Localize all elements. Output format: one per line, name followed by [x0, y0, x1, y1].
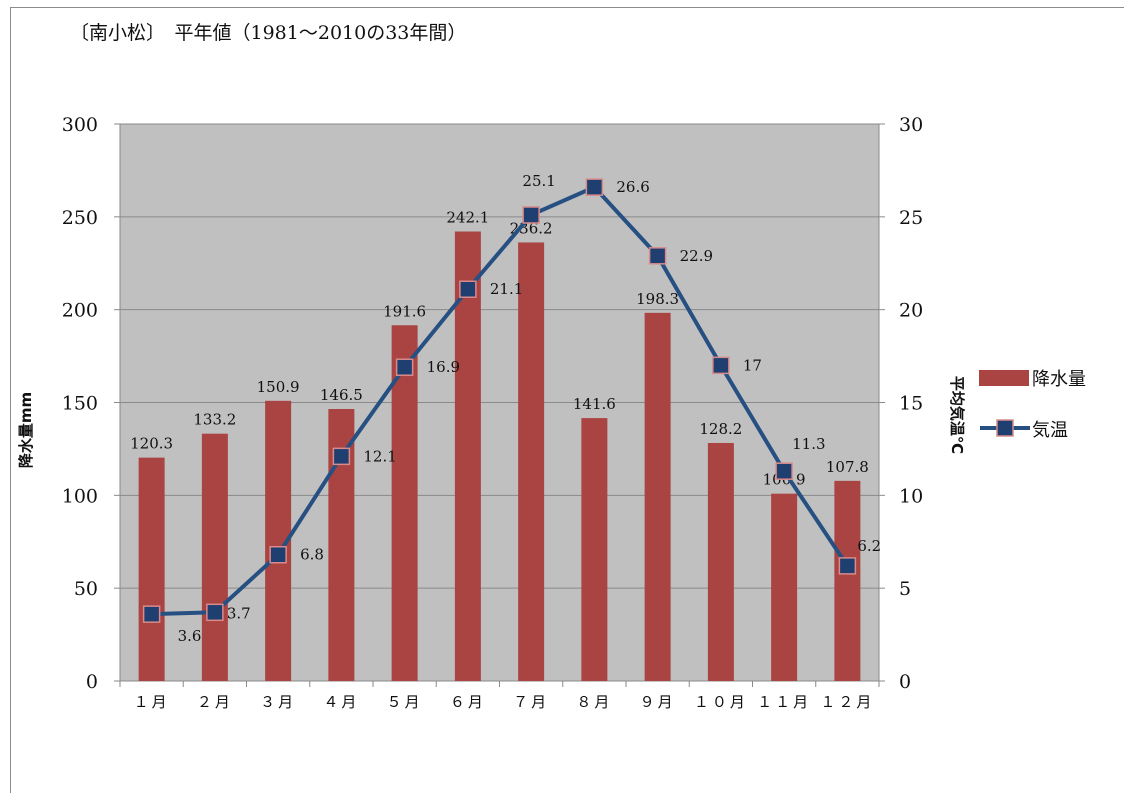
bar-data-label: 236.2: [510, 219, 553, 237]
line-marker: [395, 358, 414, 376]
left-tick-label: 100: [62, 485, 98, 507]
chart-title: 〔南小松〕 平年値（1981～2010の33年間）: [70, 22, 467, 44]
x-tick-label: １１月: [757, 693, 811, 711]
x-tick-label: ４月: [323, 693, 359, 711]
right-tick-label: 15: [899, 393, 923, 415]
x-tick-label: ２月: [197, 693, 233, 711]
legend-label-line: 気温: [1032, 420, 1068, 441]
left-tick-label: 300: [62, 114, 98, 136]
right-tick-label: 5: [899, 578, 911, 600]
line-marker: [838, 557, 857, 575]
line-marker: [206, 603, 224, 622]
bar: [201, 433, 228, 681]
bar-data-label: 107.8: [826, 458, 869, 476]
line-data-label: 21.1: [490, 280, 523, 298]
line-marker: [522, 206, 540, 224]
bar-data-label: 198.3: [636, 290, 679, 308]
x-tick-label: １０月: [694, 693, 748, 711]
right-tick-label: 30: [899, 114, 923, 136]
right-tick-label: 10: [899, 485, 923, 507]
line-data-label: 11.3: [792, 435, 825, 453]
x-tick-label: １２月: [820, 693, 874, 711]
left-tick-label: 150: [62, 393, 98, 415]
right-tick-label: 20: [899, 300, 923, 322]
line-data-label: 12.1: [363, 447, 396, 465]
bar-data-label: 120.3: [130, 435, 173, 453]
bar: [454, 231, 481, 681]
line-marker: [648, 247, 667, 265]
line-data-label: 3.6: [178, 627, 202, 645]
x-tick-label: ６月: [450, 693, 486, 711]
bar: [707, 442, 734, 681]
bar-data-label: 146.5: [320, 386, 363, 404]
line-marker: [332, 447, 351, 466]
right-tick-label: 25: [899, 207, 923, 229]
legend-swatch-marker: [996, 419, 1014, 437]
left-tick-label: 50: [74, 578, 98, 600]
line-marker: [269, 545, 287, 564]
bar: [138, 457, 165, 681]
left-tick-label: 200: [62, 300, 98, 322]
line-marker: [459, 280, 477, 298]
bar-data-label: 191.6: [383, 302, 426, 320]
right-tick-label: 0: [899, 671, 911, 693]
line-marker: [775, 462, 793, 480]
line-marker: [142, 605, 161, 623]
line-data-label: 17: [743, 356, 762, 374]
x-tick-label: ５月: [387, 693, 423, 711]
left-tick-label: 250: [62, 207, 98, 229]
line-marker: [585, 178, 604, 196]
x-tick-label: ３月: [260, 693, 296, 711]
temperature-line: [151, 185, 850, 617]
x-tick-label: ７月: [513, 693, 549, 711]
x-tick-label: ８月: [576, 693, 612, 711]
bar: [644, 312, 671, 681]
line-data-label: 26.6: [616, 178, 649, 196]
bar: [391, 325, 418, 681]
left-tick-label: 0: [86, 671, 98, 693]
x-tick-label: ９月: [640, 693, 676, 711]
y-axis-title: 降水量mm: [17, 392, 35, 468]
bar: [771, 493, 798, 681]
y2-axis-title: 平均気温℃: [948, 376, 966, 454]
line-data-label: 16.9: [427, 358, 460, 376]
bar-data-label: 242.1: [446, 209, 489, 227]
line-data-label: 3.7: [227, 604, 251, 622]
legend-swatch-bar: [979, 370, 1029, 386]
bar-data-label: 141.6: [573, 395, 616, 413]
line-data-label: 6.8: [300, 546, 324, 564]
bar: [518, 242, 545, 682]
line-data-label: 22.9: [680, 247, 713, 265]
x-tick-label: １月: [134, 693, 170, 711]
bar-data-label: 150.9: [257, 378, 300, 396]
bar: [581, 418, 608, 681]
bar-data-label: 128.2: [699, 420, 742, 438]
bar-data-label: 133.2: [193, 411, 236, 429]
legend-label-bar: 降水量: [1032, 369, 1086, 390]
line-data-label: 25.1: [522, 172, 555, 190]
line-data-label: 6.2: [857, 537, 881, 555]
bar: [834, 480, 861, 681]
line-marker: [712, 356, 730, 375]
